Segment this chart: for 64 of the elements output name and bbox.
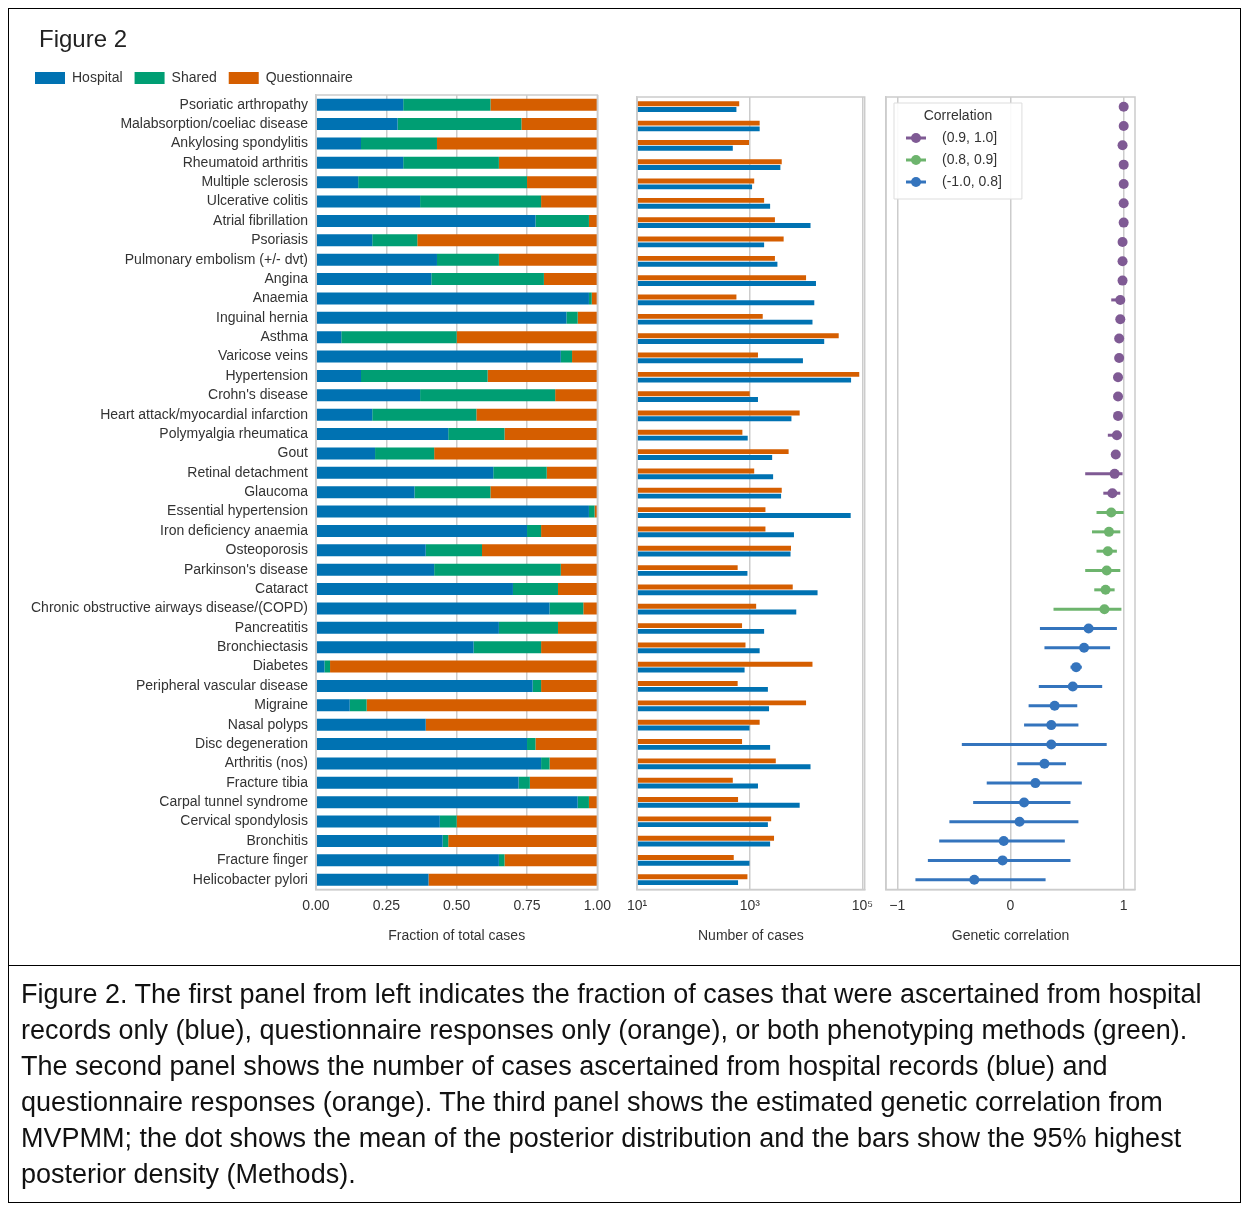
y-tick-label: Ankylosing spondylitis [171, 134, 308, 151]
y-tick-label: Psoriasis [251, 231, 308, 248]
x-axis-title: Number of cases [698, 927, 804, 944]
y-tick-label: Atrial fibrillation [213, 211, 308, 228]
y-tick-label: Ulcerative colitis [206, 192, 308, 209]
y-tick-label: Peripheral vascular disease [135, 676, 309, 693]
y-tick-label: Osteoporosis [225, 541, 308, 558]
y-tick-label: Glaucoma [244, 483, 309, 500]
y-tick-label: Bronchitis [246, 831, 308, 848]
x-tick-label: 1 [1119, 896, 1128, 913]
y-tick-label: Psoriatic arthropathy [179, 95, 308, 112]
legend-label: (-1.0, 0.8] [942, 172, 1002, 189]
y-tick-label: Helicobacter pylori [192, 870, 308, 887]
x-tick-label: 0.75 [513, 896, 541, 913]
y-tick-label: Multiple sclerosis [201, 173, 308, 190]
y-tick-label: Retinal detachment [187, 463, 309, 480]
text: Figure 2 [39, 25, 129, 54]
y-tick-label: Diabetes [252, 657, 308, 674]
x-tick-label: 0.25 [372, 896, 401, 913]
y-tick-label: Malabsorption/coeliac disease [120, 114, 309, 131]
y-tick-label: Arthritis (nos) [224, 754, 308, 771]
y-tick-label: Migraine [254, 696, 309, 713]
x-tick-label: −1 [889, 896, 906, 913]
legend-label: (0.8, 0.9] [942, 150, 998, 167]
legend-label: Shared [171, 68, 217, 85]
legend-title: Correlation [923, 106, 993, 123]
y-tick-label: Essential hypertension [167, 502, 308, 519]
y-tick-label: Chronic obstructive airways disease/(COPD) [30, 599, 308, 616]
x-tick-label: 1.00 [583, 896, 612, 913]
x-tick-label: 0 [1006, 896, 1015, 913]
y-tick-label: Fracture tibia [226, 773, 309, 790]
x-axis-title: Genetic correlation [951, 927, 1070, 944]
y-tick-label: Bronchiectasis [216, 638, 308, 655]
y-tick-label: Carpal tunnel syndrome [159, 793, 309, 810]
x-tick-label: 10³ [739, 896, 761, 913]
y-tick-label: Rheumatoid arthritis [182, 153, 308, 170]
y-tick-label: Iron deficiency anaemia [160, 521, 309, 538]
y-tick-label: Fracture finger [216, 851, 309, 868]
legend-label: (0.9, 1.0] [942, 128, 998, 145]
y-tick-label: Pulmonary embolism (+/- dvt) [124, 250, 308, 267]
y-tick-label: Asthma [260, 328, 309, 345]
y-tick-label: Disc degeneration [195, 734, 308, 751]
y-tick-label: Polymyalgia rheumatica [159, 424, 309, 441]
y-tick-label: Hypertension [225, 366, 308, 383]
y-tick-label: Inguinal hernia [216, 308, 309, 325]
y-tick-label: Anaemia [252, 289, 309, 306]
y-tick-label: Parkinson's disease [183, 560, 309, 577]
x-axis-title: Fraction of total cases [388, 927, 526, 944]
legend-label: Questionnaire [265, 68, 354, 85]
y-tick-label: Angina [264, 269, 309, 286]
legend-label: Hospital [72, 68, 123, 85]
y-tick-label: Pancreatitis [234, 618, 308, 635]
y-tick-label: Varicose veins [217, 347, 308, 364]
y-tick-label: Cataract [255, 579, 309, 596]
y-tick-label: Heart attack/myocardial infarction [100, 405, 308, 422]
y-tick-label: Nasal polyps [227, 715, 308, 732]
caption: Figure 2. The first panel from left indicates the fraction of cases that were ascertained from hospital records only (blue), questionnaire responses only (orange), or both phenotyping methods (green). The second panel shows the number of cases ascertained from hospital records (blue) and questionnaire responses (orange). The third panel shows the estimated genetic correlation from MVPMM; the dot shows the mean of the posterior distribution and the bars show the 95% highest posterior density (Methods). [21, 978, 1203, 1191]
x-tick-label: 10¹ [627, 896, 648, 913]
x-tick-label: 0.00 [302, 896, 330, 913]
y-tick-label: Gout [277, 444, 309, 461]
x-tick-label: 0.50 [443, 896, 471, 913]
y-tick-label: Crohn's disease [208, 386, 309, 403]
x-tick-label: 10⁵ [851, 896, 874, 913]
y-tick-label: Cervical spondylosis [180, 812, 308, 829]
